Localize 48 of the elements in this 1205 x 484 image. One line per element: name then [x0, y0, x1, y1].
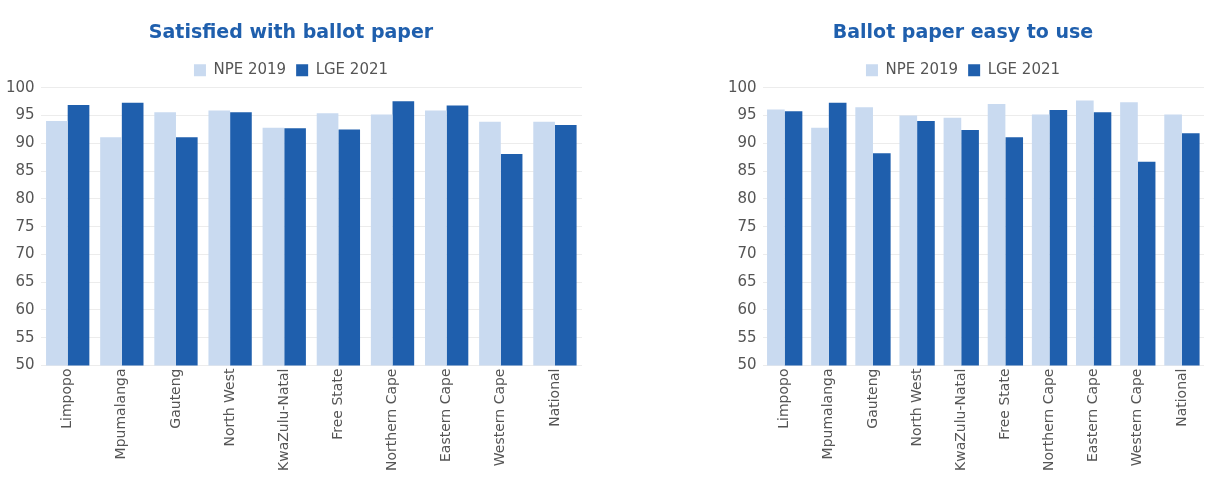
- y-tick-label: 55: [737, 327, 757, 346]
- y-tick-label: 60: [737, 299, 757, 318]
- x-tick-label: Western Cape: [491, 368, 508, 467]
- x-tick-label: Gauteng: [863, 368, 880, 429]
- chart-title: Satisfied with ballot paper: [148, 20, 434, 43]
- x-tick-label: Free State: [329, 368, 346, 440]
- y-tick-label: 50: [737, 355, 757, 374]
- y-tick-label: 75: [15, 216, 35, 235]
- y-tick-label: 85: [15, 161, 35, 179]
- x-tick-label: KwaZulu-Natal: [274, 368, 291, 471]
- x-tick-label: North West: [220, 368, 237, 447]
- y-tick-label: 80: [737, 188, 757, 207]
- legend-label: NPE 2019: [213, 60, 287, 79]
- chart-title: Ballot paper easy to use: [832, 20, 1094, 43]
- x-tick-label: Free State: [996, 368, 1013, 440]
- x-tick-label: National: [1172, 368, 1189, 427]
- y-tick-label: 95: [15, 105, 35, 124]
- y-tick-label: 100: [5, 77, 35, 96]
- y-tick-label: 60: [15, 299, 35, 318]
- x-tick-label: Northern Cape: [383, 368, 400, 471]
- x-tick-label: Gauteng: [166, 368, 183, 429]
- y-tick-label: 80: [15, 188, 35, 207]
- x-tick-label: Limpopo: [775, 368, 792, 429]
- y-tick-label: 95: [737, 105, 757, 124]
- x-tick-label: Eastern Cape: [1084, 368, 1101, 463]
- x-tick-label: Western Cape: [1128, 368, 1145, 467]
- y-tick-label: 55: [15, 327, 35, 346]
- y-tick-label: 85: [737, 161, 757, 179]
- y-tick-label: 65: [737, 272, 757, 291]
- y-tick-label: 90: [737, 133, 757, 152]
- y-tick-label: 65: [15, 272, 35, 291]
- x-tick-label: KwaZulu-Natal: [951, 368, 968, 471]
- x-tick-label: Northern Cape: [1040, 368, 1057, 471]
- x-tick-label: Mpumalanga: [819, 368, 836, 460]
- x-tick-label: Limpopo: [58, 368, 75, 429]
- legend-label: LGE 2021: [315, 60, 389, 79]
- y-tick-label: 70: [15, 244, 35, 263]
- y-tick-label: 70: [737, 244, 757, 263]
- y-tick-label: 100: [727, 77, 757, 96]
- y-tick-label: 75: [737, 216, 757, 235]
- x-tick-label: National: [545, 368, 562, 427]
- x-tick-label: Mpumalanga: [112, 368, 129, 460]
- legend-label: NPE 2019: [885, 60, 959, 79]
- y-tick-label: 90: [15, 133, 35, 152]
- legend-label: LGE 2021: [987, 60, 1061, 79]
- y-tick-label: 50: [15, 355, 35, 374]
- x-tick-label: North West: [907, 368, 924, 447]
- x-tick-label: Eastern Cape: [437, 368, 454, 463]
